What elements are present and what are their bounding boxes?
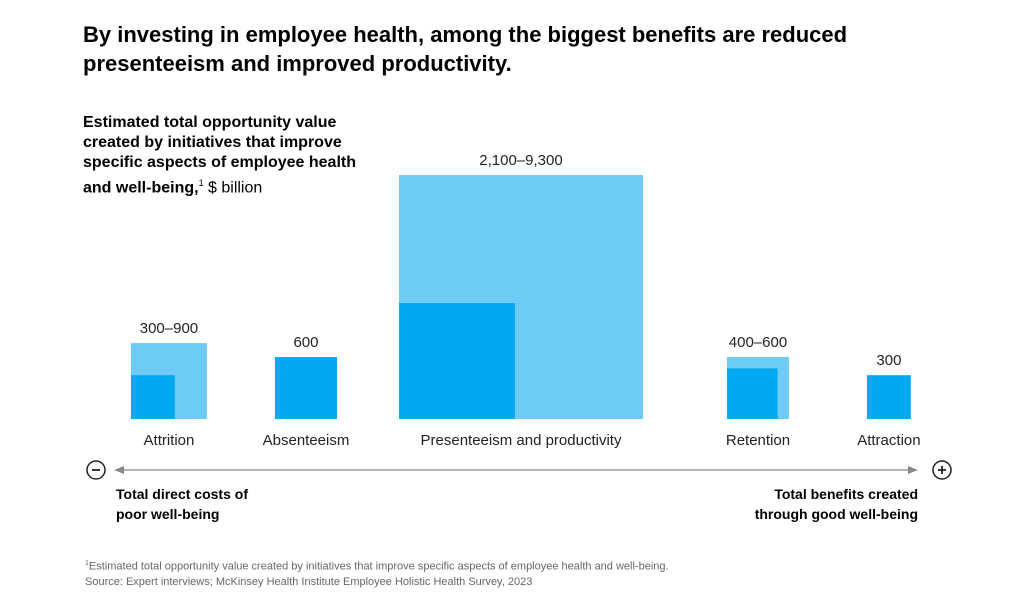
category-label: Retention xyxy=(726,432,790,449)
right-axis-label: Total benefits created through good well… xyxy=(754,486,918,522)
category-label: Attraction xyxy=(857,432,920,449)
footnote: 1Estimated total opportunity value creat… xyxy=(85,556,669,590)
source-text: Source: Expert interviews; McKinsey Heal… xyxy=(85,575,533,588)
minus-circle-icon xyxy=(86,460,106,480)
left-arrow-icon xyxy=(114,466,124,474)
value-label: 2,100–9,300 xyxy=(479,152,562,169)
subtitle-footnote-marker: 1 xyxy=(198,178,204,188)
footnote-text: Estimated total opportunity value create… xyxy=(88,560,669,573)
chart-subtitle: Estimated total opportunity value create… xyxy=(83,113,383,198)
subtitle-text: Estimated total opportunity value create… xyxy=(83,114,356,197)
subtitle-unit: $ billion xyxy=(203,179,263,197)
footnote-marker: 1 xyxy=(85,560,89,567)
category-label: Presenteeism and productivity xyxy=(421,432,622,449)
bar-low-3 xyxy=(727,368,778,419)
value-label: 300–900 xyxy=(140,320,198,337)
value-label: 400–600 xyxy=(729,334,787,351)
bar-low-1 xyxy=(275,357,337,419)
bar-low-2 xyxy=(399,303,515,419)
category-label: Absenteeism xyxy=(263,432,350,449)
right-arrow-icon xyxy=(908,466,918,474)
bar-low-4 xyxy=(867,375,911,419)
left-axis-label: Total direct costs of poor well-being xyxy=(116,486,248,522)
plus-circle-icon xyxy=(932,460,952,480)
chart-title: By investing in employee health, among t… xyxy=(83,22,848,76)
category-label: Attrition xyxy=(144,432,195,449)
value-label: 300 xyxy=(876,352,901,369)
bar-low-0 xyxy=(131,375,175,419)
value-label: 600 xyxy=(293,334,318,351)
